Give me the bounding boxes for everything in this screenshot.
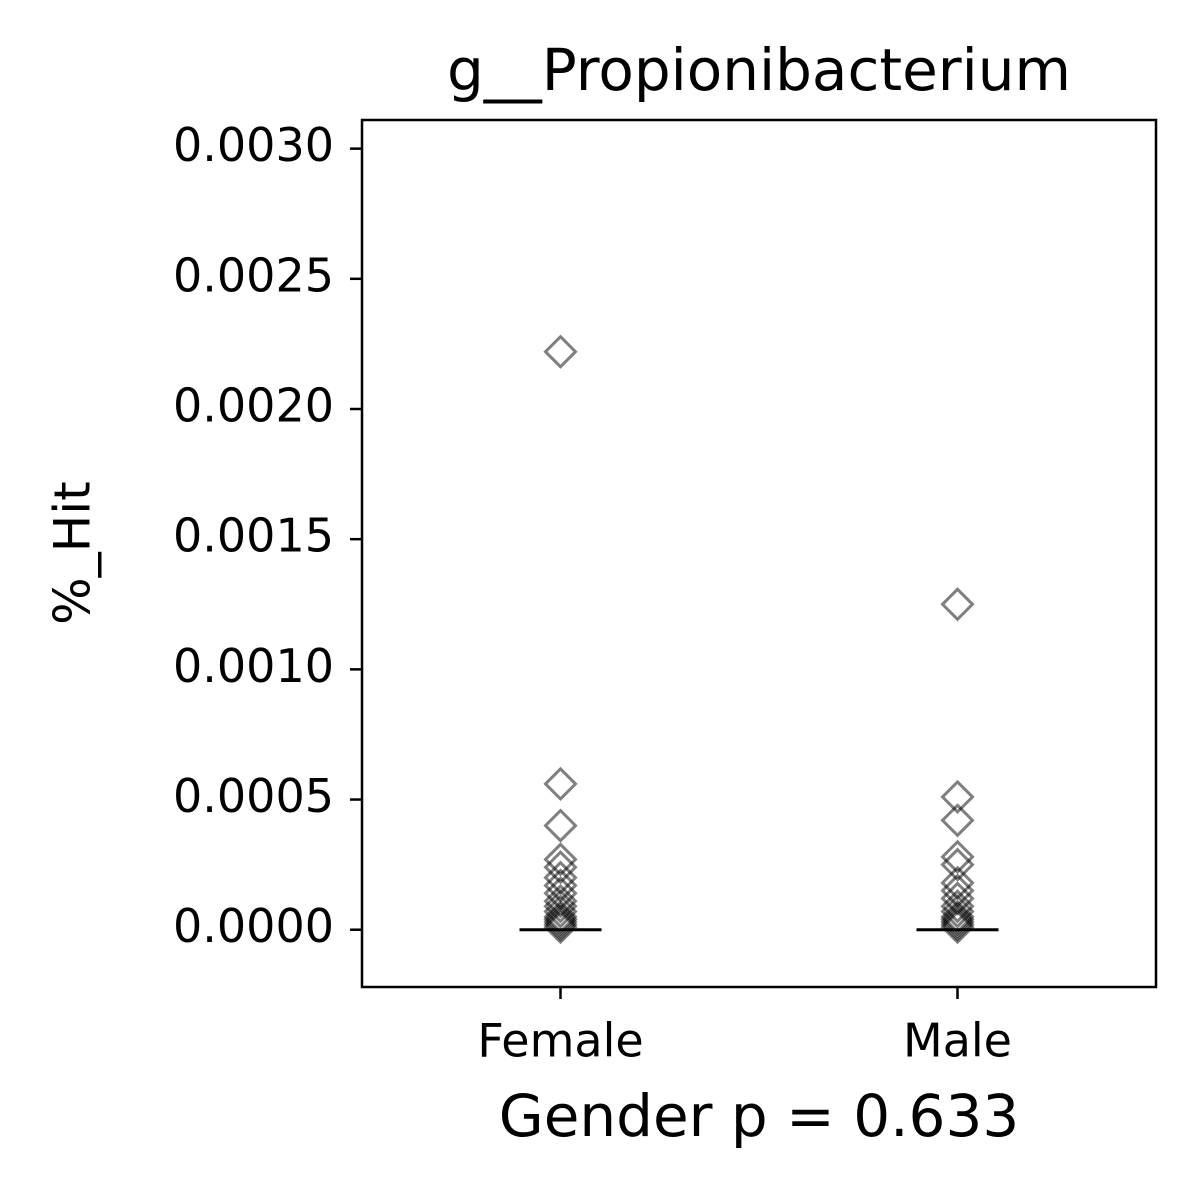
- point: [940, 847, 975, 882]
- x-tick-label: Male: [903, 1014, 1012, 1068]
- x-tick-label: Female: [477, 1014, 643, 1068]
- point: [543, 909, 578, 945]
- y-tick-label: 0.0030: [173, 118, 334, 172]
- point: [543, 850, 578, 885]
- point: [543, 899, 578, 934]
- point: [940, 803, 975, 838]
- y-tick-label: 0.0010: [173, 639, 334, 693]
- point: [543, 766, 578, 802]
- plot-frame: [360, 118, 1158, 989]
- point: [940, 889, 975, 924]
- x-axis-label: Gender p = 0.633: [499, 1082, 1020, 1150]
- point: [543, 902, 578, 937]
- point: [543, 904, 578, 940]
- point: [940, 587, 975, 622]
- point: [543, 907, 578, 942]
- y-tick-label: 0.0020: [173, 379, 334, 433]
- y-tick-label: 0.0000: [173, 899, 334, 953]
- point: [543, 334, 578, 369]
- point: [940, 902, 975, 937]
- point: [543, 894, 578, 929]
- y-tick-label: 0.0005: [173, 769, 334, 823]
- point: [543, 883, 578, 919]
- chart-title: g__Propionibacterium: [447, 36, 1071, 104]
- point: [940, 839, 975, 874]
- y-tick-label: 0.0015: [173, 509, 334, 563]
- point: [940, 894, 975, 929]
- point: [940, 909, 975, 945]
- point: [940, 907, 975, 942]
- point: [940, 904, 975, 940]
- point: [940, 899, 975, 934]
- point: [543, 889, 578, 924]
- point: [543, 808, 578, 843]
- point: [543, 842, 578, 877]
- y-tick-label: 0.0025: [173, 248, 334, 302]
- point: [940, 779, 975, 815]
- y-axis-label: %_Hit: [44, 481, 102, 625]
